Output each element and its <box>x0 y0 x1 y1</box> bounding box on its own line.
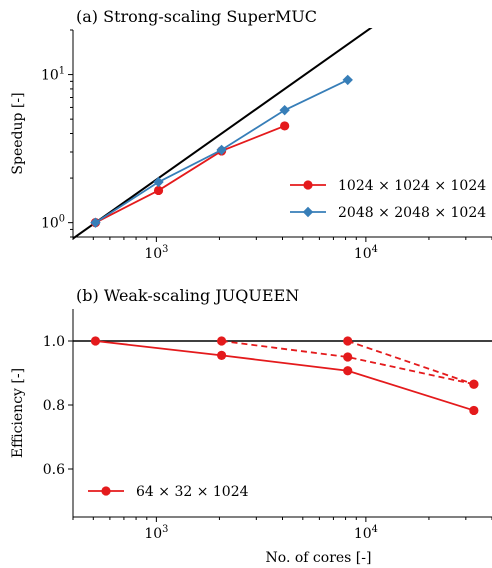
x-tick-label: 103 <box>144 524 168 542</box>
series-line <box>95 125 285 224</box>
chart-panel-b: 103 104 0.6 0.8 1.0 (b) Weak-scaling JUQUEEN E… <box>10 286 492 566</box>
x-axis-label: No. of cores [-] <box>266 550 372 566</box>
data-point <box>216 336 227 346</box>
ideal-speedup-line <box>73 28 373 239</box>
data-point <box>153 185 164 196</box>
legend-label: 64 × 32 × 1024 <box>136 484 249 500</box>
legend-marker <box>302 206 314 218</box>
x-tick-label: 104 <box>354 244 378 262</box>
y-tick-label: 100 <box>41 214 65 232</box>
plot-area <box>73 28 373 239</box>
data-point <box>90 336 101 346</box>
series-line <box>95 340 475 412</box>
data-point <box>342 74 353 86</box>
data-point <box>343 366 353 376</box>
y-axis-label: Speedup [-] <box>10 92 26 174</box>
y-tick-label: 101 <box>41 66 65 84</box>
data-point <box>90 217 101 228</box>
x-tick-label: 103 <box>144 244 168 262</box>
data-point <box>343 336 353 346</box>
series-line <box>221 340 475 386</box>
chart-title: (a) Strong-scaling SuperMUC <box>76 7 317 26</box>
series-line <box>347 340 475 386</box>
data-point <box>469 379 479 389</box>
data-point <box>343 352 353 362</box>
legend-item: 64 × 32 × 1024 <box>88 484 249 500</box>
chart-title: (b) Weak-scaling JUQUEEN <box>76 286 299 305</box>
y-tick-label: 0.6 <box>43 462 65 478</box>
y-tick-label: 0.8 <box>43 398 65 414</box>
series-1 <box>90 121 290 228</box>
legend-marker <box>101 486 111 496</box>
data-point <box>469 405 479 416</box>
data-point <box>216 350 227 360</box>
series-2 <box>90 74 353 228</box>
data-point <box>153 176 164 188</box>
y-tick-label: 1.0 <box>43 334 65 350</box>
x-tick-label: 104 <box>354 524 378 542</box>
legend-marker <box>303 180 313 190</box>
legend-item: 1024 × 1024 × 1024 <box>290 178 486 194</box>
legend-label: 1024 × 1024 × 1024 <box>338 178 486 194</box>
data-point <box>279 104 290 116</box>
data-point <box>280 121 290 131</box>
series-3 <box>343 336 479 389</box>
legend: 64 × 32 × 1024 <box>88 484 249 500</box>
legend-label: 2048 × 2048 × 1024 <box>338 205 486 221</box>
y-axis-label: Efficiency [-] <box>10 368 26 458</box>
legend: 1024 × 1024 × 1024 2048 × 2048 × 1024 <box>290 178 486 221</box>
plot-area <box>73 336 492 416</box>
series-1 <box>90 336 479 416</box>
data-point <box>216 144 227 156</box>
chart-panel-a: 103 104 100 101 (a) Strong-scaling SuperMUC S… <box>10 7 492 262</box>
legend-item: 2048 × 2048 × 1024 <box>290 205 486 221</box>
